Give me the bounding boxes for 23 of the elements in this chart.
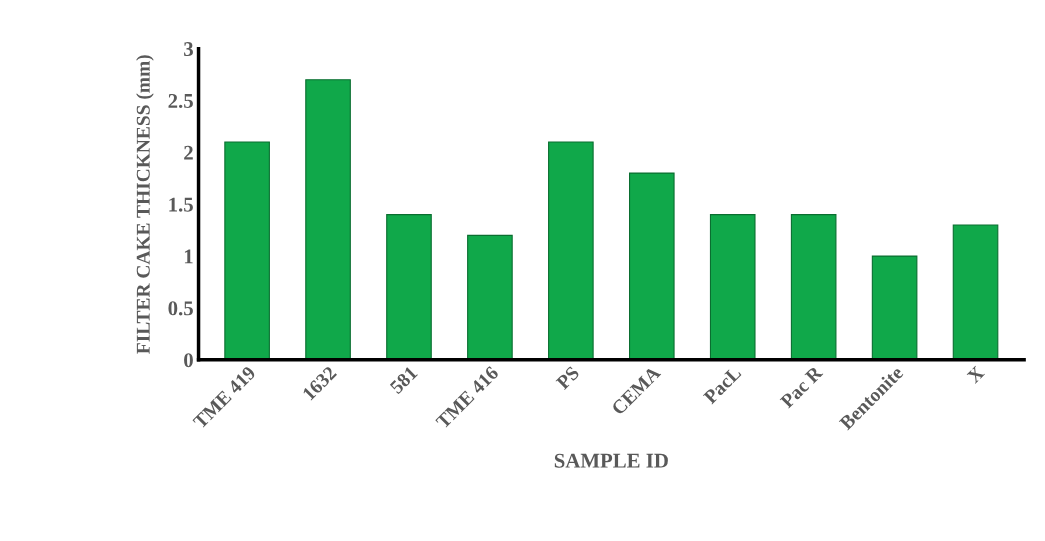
bar xyxy=(709,214,756,360)
bar xyxy=(628,172,675,360)
bar xyxy=(386,214,432,360)
y-tick-label: 1.5 xyxy=(169,197,193,212)
bar xyxy=(467,234,513,360)
bar xyxy=(548,141,594,360)
y-tick-label: 1 xyxy=(184,249,193,264)
bar xyxy=(305,79,351,360)
x-tick-label: 581 xyxy=(389,365,418,395)
y-tick-label: 3 xyxy=(184,42,193,57)
y-tick-label: 2.5 xyxy=(168,93,193,109)
x-tick-label: X xyxy=(966,365,985,384)
x-tick-label: PS xyxy=(555,365,580,391)
y-tick-label: 0.5 xyxy=(168,301,193,316)
y-tick-label: 2 xyxy=(184,145,193,160)
y-axis-title: FILTER CAKE THICKNESS (mm) xyxy=(136,55,154,354)
x-tick-label: Pac R xyxy=(779,365,824,409)
y-tick-label: 0 xyxy=(184,353,193,368)
bar xyxy=(952,224,999,360)
x-axis-title: SAMPLE ID xyxy=(554,453,668,468)
bar xyxy=(790,214,837,360)
bar xyxy=(871,255,918,360)
bar xyxy=(224,141,270,360)
